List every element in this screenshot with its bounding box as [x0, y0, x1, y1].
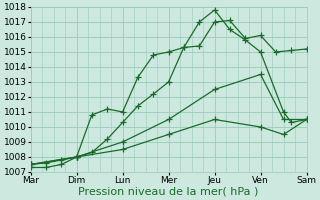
X-axis label: Pression niveau de la mer( hPa ): Pression niveau de la mer( hPa )	[78, 187, 259, 197]
